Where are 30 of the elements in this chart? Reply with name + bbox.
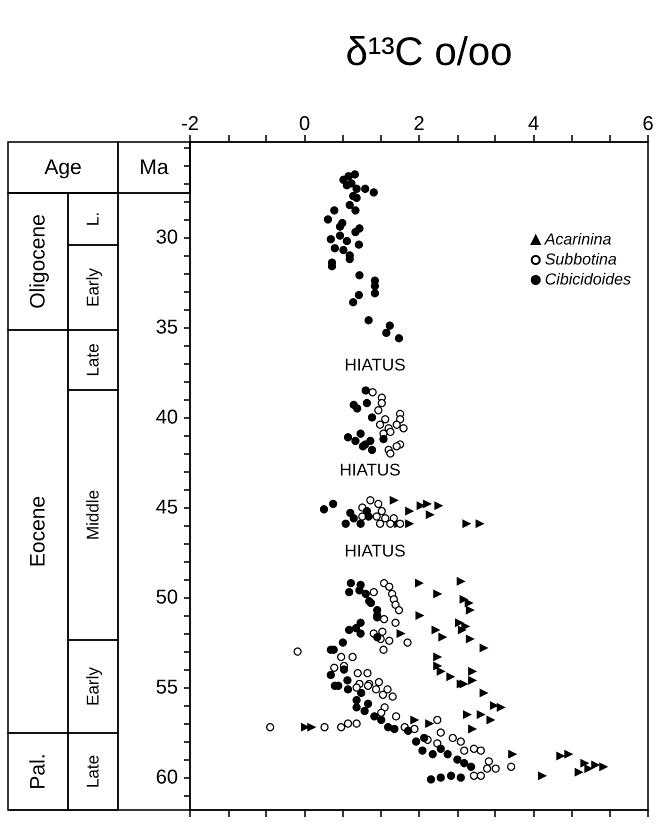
y-axis-title: Ma [139, 156, 169, 179]
x-tick-label: 6 [642, 113, 654, 135]
text: Late [84, 343, 102, 377]
text: Late [84, 754, 102, 788]
x-tick-label: -2 [181, 113, 199, 135]
text: Age [44, 156, 82, 179]
y-tick-label: 45 [156, 496, 178, 519]
legend-label: Subbotina [544, 252, 617, 268]
x-axis-title: δ¹³C o/oo [346, 30, 512, 74]
text: Early [84, 666, 102, 706]
text: Eocene [26, 496, 50, 568]
x-tick-label: 2 [413, 113, 425, 135]
y-tick-label: 40 [156, 406, 178, 428]
text: L. [84, 212, 102, 226]
annotation: HIATUS [344, 356, 406, 374]
text: Middle [84, 490, 102, 540]
y-tick-label: 60 [156, 766, 178, 789]
y-tick-label: 30 [156, 226, 178, 248]
annotation: HIATUS [339, 460, 401, 480]
x-tick-label: 0 [298, 113, 310, 135]
text: Oligocene [26, 214, 50, 309]
y-tick-label: 50 [156, 586, 178, 609]
legend-label: Cibicidoides [544, 272, 631, 288]
x-tick-label: 4 [528, 113, 540, 135]
text: Pal. [26, 753, 50, 790]
legend-label: Acarinina [544, 232, 612, 248]
text: Early [84, 268, 102, 307]
y-tick-label: 35 [156, 316, 178, 338]
annotation: HIATUS [344, 542, 406, 560]
y-tick-label: 55 [156, 676, 178, 699]
